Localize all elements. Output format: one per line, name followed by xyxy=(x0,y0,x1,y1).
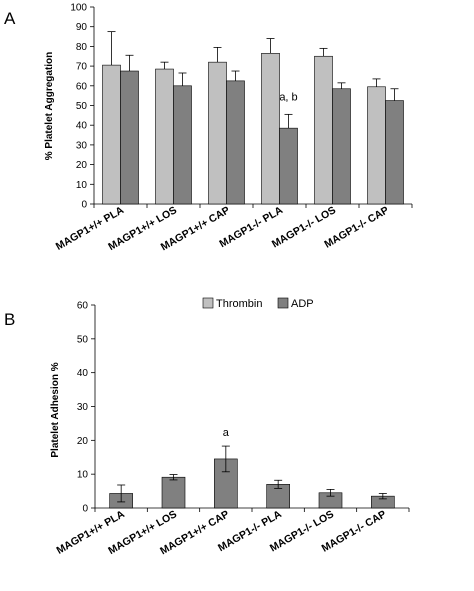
panel-b-y-tick-label: 40 xyxy=(77,368,89,379)
panel-a-bar xyxy=(155,68,174,205)
panel-a-y-tick-label: 10 xyxy=(76,180,88,191)
panel-a-y-tick-label: 20 xyxy=(76,160,88,171)
panel-a-letter: A xyxy=(4,9,16,28)
panel-a-y-tick-label: 70 xyxy=(76,62,88,73)
panel-a-chart: A % Platelet Aggregation 0 10 20 30 40 50 60 70… xyxy=(4,3,413,253)
panel-b-y-tick-label: 50 xyxy=(77,334,89,345)
panel-a-bar xyxy=(102,64,121,205)
legend-swatch-adp xyxy=(277,297,289,309)
panel-a-bar xyxy=(208,61,227,205)
panel-b-y-tick-label: 20 xyxy=(77,436,89,447)
panel-b-y-axis-label: Platelet Adhesion % xyxy=(50,362,61,457)
panel-a-bar xyxy=(279,127,298,205)
panel-a-y-tick-label: 40 xyxy=(76,121,88,132)
panel-b-letter: B xyxy=(4,310,15,329)
panel-a-y-tick-label: 30 xyxy=(76,140,88,151)
panel-a-y-tick-label: 100 xyxy=(70,3,87,14)
panel-b-y-tick-label: 0 xyxy=(82,504,88,515)
panel-a-y-tick-label: 90 xyxy=(76,22,88,33)
panel-b-y-tick-label: 30 xyxy=(77,402,89,413)
panel-b-chart: B Platelet Adhesion % 0102030405060MAGP1… xyxy=(4,301,410,557)
panel-a-bar xyxy=(120,70,139,205)
legend-label-adp: ADP xyxy=(291,298,314,310)
panel-b-bar xyxy=(161,476,186,509)
panel-a-bar xyxy=(367,86,386,205)
panel-a-annotation: a, b xyxy=(279,91,297,103)
panel-a-y-tick-label: 60 xyxy=(76,81,88,92)
panel-b-y-tick-label: 60 xyxy=(77,301,89,312)
panel-a-y-tick-label: 0 xyxy=(81,200,87,211)
panel-a-bar xyxy=(385,100,404,205)
panel-a-bar xyxy=(173,85,192,205)
legend: Thrombin ADP xyxy=(202,297,314,310)
legend-label-thrombin: Thrombin xyxy=(216,298,262,310)
legend-swatch-thrombin xyxy=(202,297,214,309)
panel-a-y-tick-label: 80 xyxy=(76,42,88,53)
panel-a-y-axis-label: % Platelet Aggregation xyxy=(44,52,55,161)
panel-a-bar xyxy=(314,55,333,205)
panel-a-bar xyxy=(226,80,245,205)
panel-a-bar xyxy=(332,88,351,205)
panel-a-y-tick-label: 50 xyxy=(76,101,88,112)
panel-b-annotation: a xyxy=(223,427,230,439)
panel-b-y-tick-label: 10 xyxy=(77,470,89,481)
panel-a-bar xyxy=(261,52,280,205)
